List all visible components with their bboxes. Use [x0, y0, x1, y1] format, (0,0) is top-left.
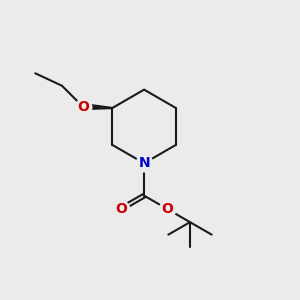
Polygon shape: [82, 103, 112, 109]
Text: N: N: [138, 156, 150, 170]
Text: O: O: [161, 202, 173, 216]
Text: O: O: [115, 202, 127, 216]
Text: O: O: [77, 100, 89, 114]
